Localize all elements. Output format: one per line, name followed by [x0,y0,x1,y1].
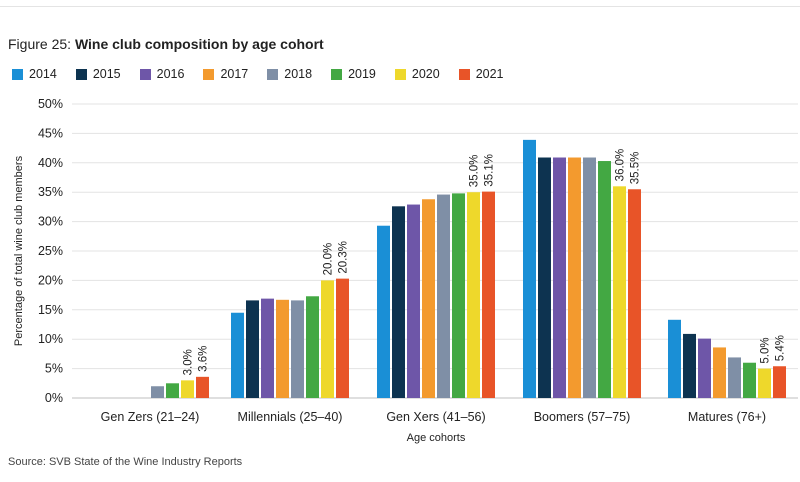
y-tick-label: 10% [38,332,63,346]
legend-label: 2021 [475,67,504,81]
legend-swatch [12,68,23,80]
data-label: 3.6% [198,346,210,372]
bar-2021-4 [773,366,786,398]
bar-2019-2 [452,193,465,398]
data-label: 35.0% [469,155,481,188]
bar-2021-3 [628,189,641,398]
legend-item-2014: 2014 [12,67,57,81]
legend-item-2020: 2020 [394,67,440,81]
bar-2020-0 [181,380,194,398]
bar-2019-4 [743,362,756,398]
chart-legend: 2014 2015 2016 2017 2018 2019 2020 2021 [12,67,523,81]
category-label: Millennials (25–40) [238,410,343,424]
y-tick-label: 20% [38,273,63,287]
bar-2019-1 [306,296,319,398]
y-tick-label: 45% [38,126,63,140]
legend-item-2018: 2018 [267,67,312,81]
bar-2020-3 [613,186,626,398]
y-tick-label: 0% [45,391,63,405]
category-label: Gen Xers (41–56) [386,410,485,424]
x-axis-label: Age cohorts [407,432,466,444]
data-label: 3.0% [183,349,195,375]
bar-2014-4 [668,319,681,398]
legend-item-2021: 2021 [458,67,504,81]
legend-label: 2015 [92,67,121,81]
bar-2016-2 [407,204,420,398]
bar-2018-1 [291,300,304,398]
bar-2014-2 [377,225,390,398]
bar-2018-4 [728,357,741,398]
bar-2016-4 [698,338,711,398]
y-tick-label: 35% [38,185,63,199]
bar-2017-4 [713,347,726,398]
bar-2016-3 [553,157,566,398]
bar-2018-0 [151,386,164,398]
bar-2021-1 [336,278,349,398]
data-label: 20.3% [338,241,350,274]
y-tick-label: 30% [38,215,63,229]
legend-item-2015: 2015 [75,67,121,81]
legend-label: 2014 [29,67,57,81]
y-tick-label: 15% [38,303,63,317]
data-label: 36.0% [615,149,627,182]
bar-2014-3 [523,139,536,399]
legend-label: 2019 [348,67,376,81]
bar-2019-3 [598,161,611,398]
legend-label: 2016 [156,67,185,81]
legend-item-2019: 2019 [331,67,376,81]
source-note: Source: SVB State of the Wine Industry R… [8,456,243,468]
bar-2021-0 [196,376,209,398]
legend-swatch [267,68,279,80]
legend-swatch [139,68,151,80]
figure-number: Figure 25: [8,36,72,52]
top-divider [0,6,800,7]
category-label: Gen Zers (21–24) [101,410,200,424]
bar-2020-1 [321,280,334,398]
data-label: 20.0% [323,243,335,276]
bar-2015-1 [246,300,259,398]
data-label: 5.4% [775,335,787,361]
bar-2015-2 [392,206,405,398]
bar-2015-3 [538,157,551,398]
legend-label: 2017 [220,67,249,81]
bar-2019-0 [166,383,179,398]
y-tick-label: 5% [45,362,63,376]
bar-2018-2 [437,194,450,398]
category-label: Matures (76+) [688,410,766,424]
bar-2017-2 [422,199,435,398]
bar-2015-4 [683,333,696,398]
legend-item-2016: 2016 [139,67,185,81]
legend-label: 2020 [411,67,440,81]
data-label: 35.1% [484,154,496,187]
category-label: Boomers (57–75) [534,410,631,424]
legend-item-2017: 2017 [203,67,248,81]
legend-label: 2018 [284,67,313,81]
data-label: 35.5% [630,152,642,185]
legend-swatch [75,68,87,80]
legend-swatch [203,68,215,80]
bar-2020-4 [758,368,771,398]
data-label: 5.0% [760,337,772,363]
legend-swatch [394,68,406,80]
figure-title: Figure 25: Wine club composition by age … [8,36,324,52]
bar-2021-2 [482,191,495,398]
y-tick-label: 50% [38,97,63,111]
figure-title-text: Wine club composition by age cohort [74,36,324,52]
bar-2016-1 [261,298,274,398]
legend-swatch [331,68,343,80]
bar-2018-3 [583,157,596,398]
bar-2020-2 [467,192,480,398]
bar-2014-1 [231,312,244,398]
legend-swatch [458,68,470,80]
bar-2017-1 [276,299,289,398]
y-tick-label: 40% [38,156,63,170]
y-axis-label: Percentage of total wine club members [13,155,25,346]
y-tick-label: 25% [38,244,63,258]
bar-2017-3 [568,157,581,398]
